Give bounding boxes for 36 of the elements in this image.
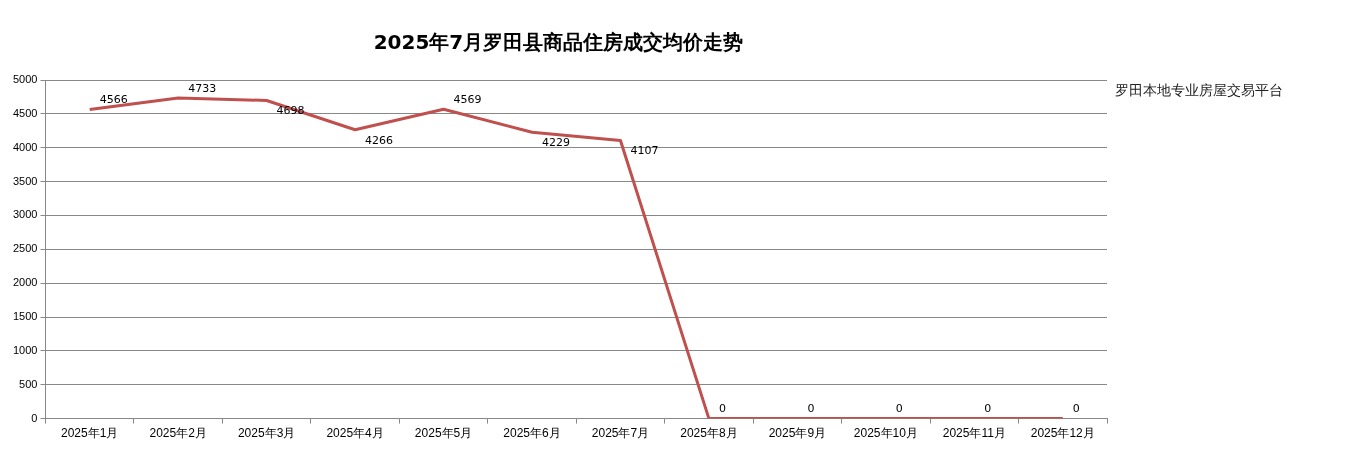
x-tick-label: 2025年4月 <box>326 426 384 441</box>
y-tick-label: 1500 <box>12 310 38 323</box>
data-label: 4566 <box>99 93 128 107</box>
data-label: 4266 <box>365 133 394 147</box>
x-tick-label: 2025年3月 <box>237 426 296 441</box>
data-label: 0 <box>807 402 815 416</box>
data-label: 4733 <box>188 81 217 95</box>
y-tick-label: 4000 <box>12 140 38 153</box>
x-tick-label: 2025年11月 <box>942 426 1006 441</box>
data-label: 0 <box>1072 402 1080 416</box>
data-label: 4107 <box>630 144 659 158</box>
y-tick-label: 3500 <box>12 174 38 187</box>
text: 罗田本地专业房屋交易平台 <box>1115 82 1283 100</box>
y-tick-label: 2500 <box>12 242 38 255</box>
data-label: 0 <box>984 402 992 416</box>
data-label: 0 <box>718 402 726 416</box>
y-tick-label: 4500 <box>12 106 38 119</box>
chart-title: 2025年7月罗田县商品住房成交均价走势 <box>373 30 744 55</box>
x-tick-label: 2025年12月 <box>1030 426 1095 441</box>
data-label: 4229 <box>542 136 570 150</box>
y-tick-label: 500 <box>19 377 38 390</box>
y-tick-label: 1000 <box>12 343 38 356</box>
x-tick-label: 2025年2月 <box>149 426 207 441</box>
x-tick-label: 2025年7月 <box>591 426 650 441</box>
y-tick-label: 0 <box>31 411 38 424</box>
data-label: 4569 <box>453 93 482 107</box>
y-tick-label: 2000 <box>12 276 38 289</box>
x-tick-label: 2025年6月 <box>503 426 561 441</box>
x-tick-label: 2025年5月 <box>414 426 473 441</box>
x-tick-label: 2025年8月 <box>680 426 738 441</box>
x-tick-label: 2025年9月 <box>768 426 827 441</box>
y-tick-label: 3000 <box>12 208 38 221</box>
data-label: 0 <box>895 402 903 416</box>
x-tick-label: 2025年10月 <box>853 426 918 441</box>
y-tick-label: 5000 <box>12 73 38 86</box>
x-tick-label: 2025年1月 <box>61 426 119 441</box>
